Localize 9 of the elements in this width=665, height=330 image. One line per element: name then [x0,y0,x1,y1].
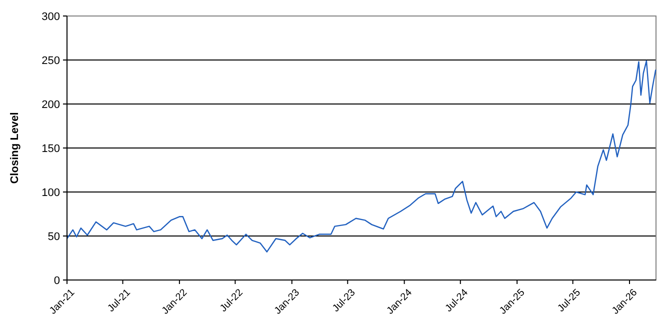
y-tick-label: 250 [42,54,60,67]
y-tick-label: 150 [42,142,60,155]
y-tick-label: 300 [42,10,60,23]
y-tick-label: 50 [48,230,60,243]
y-axis-title: Closing Level [9,112,21,184]
y-tick-label: 200 [42,98,60,111]
line-series [66,60,656,252]
y-tick-label: 100 [42,186,60,199]
y-tick-label: 0 [54,274,60,287]
